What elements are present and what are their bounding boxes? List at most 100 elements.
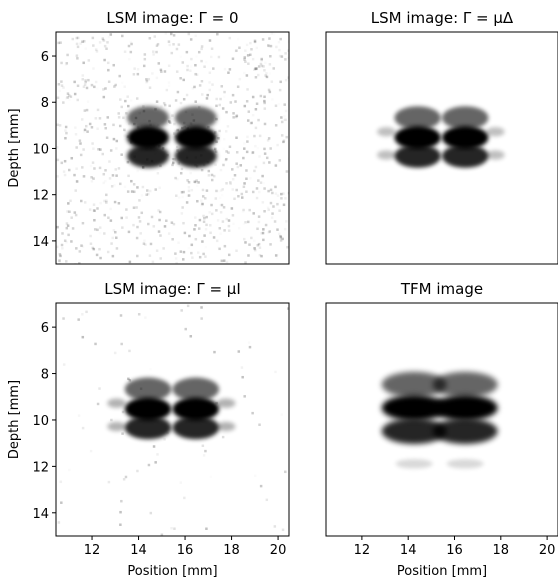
- noise: [248, 341, 251, 344]
- noise: [219, 211, 223, 214]
- blob: [486, 150, 505, 160]
- noise: [271, 191, 274, 195]
- noise: [106, 116, 110, 119]
- noise: [219, 232, 222, 235]
- noise: [167, 64, 171, 67]
- noise: [101, 37, 105, 40]
- noise: [169, 32, 173, 36]
- noise: [256, 47, 259, 50]
- noise: [103, 199, 106, 203]
- noise: [268, 72, 271, 75]
- noise: [242, 210, 245, 213]
- noise: [136, 225, 139, 229]
- noise: [280, 116, 283, 119]
- noise: [246, 119, 250, 122]
- noise: [223, 95, 226, 98]
- noise: [159, 234, 162, 237]
- noise: [205, 61, 208, 64]
- noise: [105, 201, 108, 204]
- x-tick-label: 14: [130, 543, 147, 558]
- noise: [63, 239, 67, 242]
- noise: [223, 90, 226, 94]
- noise: [95, 50, 99, 53]
- noise: [274, 164, 278, 167]
- noise: [125, 216, 128, 219]
- noise: [204, 449, 207, 453]
- noise: [173, 158, 176, 161]
- noise: [133, 67, 136, 70]
- noise: [254, 76, 258, 79]
- noise: [147, 222, 150, 226]
- noise: [264, 62, 267, 65]
- noise: [65, 226, 69, 230]
- noise: [109, 208, 112, 211]
- noise: [157, 230, 161, 233]
- noise: [263, 152, 267, 155]
- noise: [217, 55, 221, 59]
- noise: [186, 64, 189, 68]
- noise: [267, 44, 271, 48]
- noise: [187, 185, 191, 189]
- noise: [76, 84, 80, 88]
- noise: [244, 60, 247, 63]
- noise: [174, 252, 177, 255]
- noise: [195, 55, 198, 58]
- noise: [251, 411, 254, 415]
- noise: [130, 42, 133, 46]
- noise: [281, 413, 284, 416]
- noise: [127, 230, 131, 234]
- noise: [141, 185, 145, 189]
- noise: [182, 97, 186, 101]
- noise: [269, 188, 273, 192]
- noise: [74, 126, 77, 129]
- noise: [263, 209, 266, 213]
- noise: [278, 88, 282, 92]
- noise: [235, 162, 238, 165]
- noise: [247, 110, 251, 113]
- noise: [67, 233, 70, 237]
- noise: [56, 175, 59, 178]
- noise: [231, 168, 234, 171]
- noise: [60, 243, 64, 247]
- noise: [90, 126, 94, 129]
- noise: [225, 110, 228, 114]
- noise: [71, 227, 75, 230]
- noise: [257, 179, 260, 182]
- noise: [126, 190, 130, 193]
- noise: [259, 94, 263, 98]
- noise: [90, 176, 93, 179]
- noise: [76, 98, 79, 102]
- noise: [227, 151, 230, 154]
- noise: [195, 73, 199, 76]
- noise: [242, 156, 245, 160]
- noise: [158, 210, 162, 214]
- noise: [73, 92, 77, 96]
- noise: [151, 72, 154, 75]
- noise: [223, 138, 226, 141]
- noise: [143, 57, 147, 61]
- x-tick-label: 18: [223, 543, 240, 558]
- noise: [119, 182, 122, 186]
- noise: [165, 219, 168, 222]
- noise: [201, 240, 204, 243]
- noise: [104, 180, 107, 183]
- noise: [83, 175, 86, 178]
- noise: [83, 201, 87, 204]
- noise: [246, 54, 249, 57]
- noise: [65, 131, 68, 135]
- noise: [268, 63, 272, 66]
- noise: [189, 172, 192, 175]
- noise: [121, 432, 124, 435]
- noise: [94, 117, 98, 120]
- noise: [126, 160, 130, 164]
- noise: [222, 206, 226, 209]
- noise: [190, 57, 193, 61]
- noise: [216, 32, 219, 36]
- noise: [244, 49, 247, 52]
- noise: [263, 147, 266, 151]
- y-axis-label: Depth [mm]: [7, 108, 22, 187]
- noise: [132, 73, 136, 76]
- noise: [172, 43, 175, 46]
- noise: [83, 131, 86, 134]
- noise: [254, 108, 258, 111]
